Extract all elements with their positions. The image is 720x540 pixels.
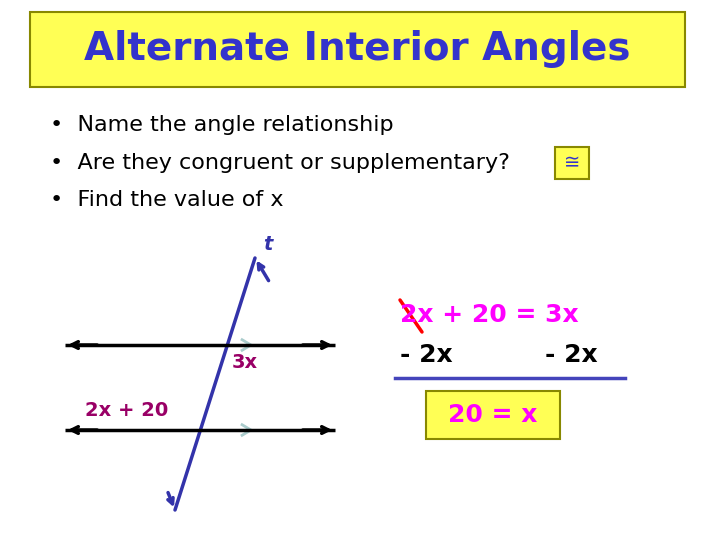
Text: 2x + 20 = 3x: 2x + 20 = 3x [400, 303, 579, 327]
Text: - 2x: - 2x [400, 343, 453, 367]
Text: •  Name the angle relationship: • Name the angle relationship [50, 115, 394, 135]
FancyBboxPatch shape [426, 391, 560, 439]
Text: t: t [263, 235, 272, 254]
FancyBboxPatch shape [555, 147, 589, 179]
Text: 2x + 20: 2x + 20 [85, 401, 168, 420]
Text: •  Find the value of x: • Find the value of x [50, 190, 284, 210]
Text: 3x: 3x [231, 353, 258, 372]
Text: ≅: ≅ [564, 153, 580, 172]
FancyBboxPatch shape [30, 12, 685, 87]
Text: •  Are they congruent or supplementary?: • Are they congruent or supplementary? [50, 153, 510, 173]
Text: 20 = x: 20 = x [449, 403, 538, 427]
Text: - 2x: - 2x [545, 343, 598, 367]
Text: Alternate Interior Angles: Alternate Interior Angles [84, 30, 631, 69]
